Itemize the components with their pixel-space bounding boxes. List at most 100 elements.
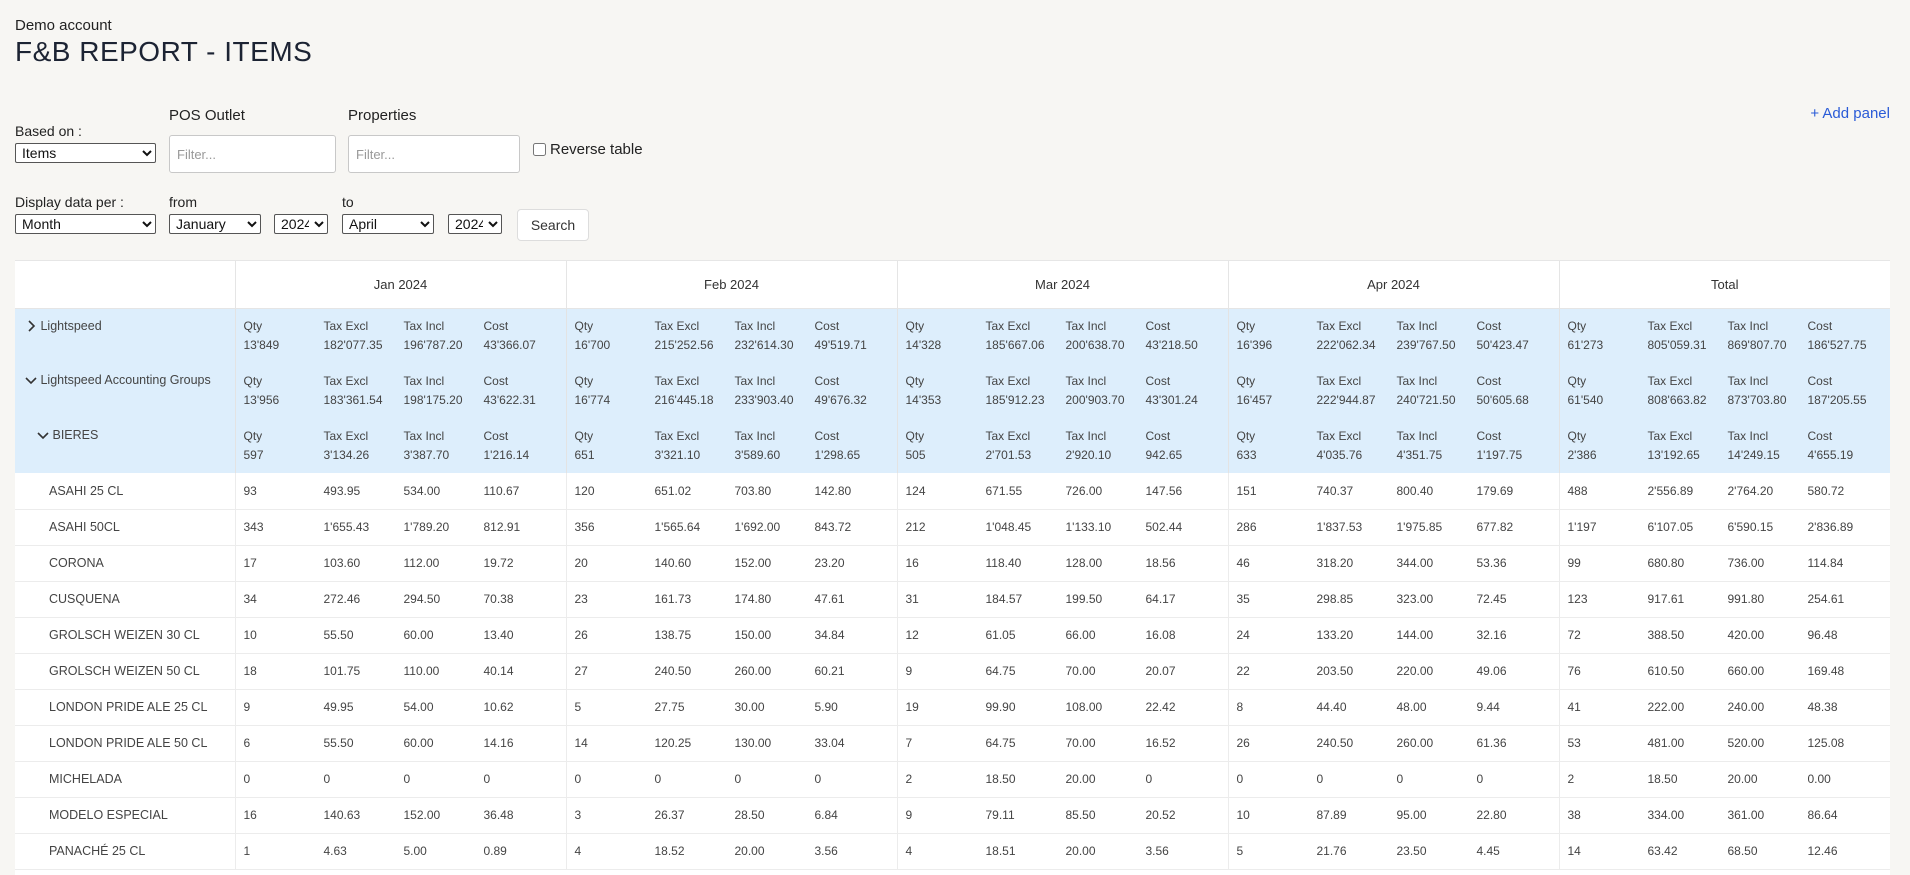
metric-value: 334.00 <box>1647 808 1685 822</box>
item-label: MICHELADA <box>15 761 235 798</box>
metric-label: Qty <box>1567 428 1587 443</box>
pos-outlet-filter-input[interactable] <box>169 135 336 173</box>
reverse-table-toggle[interactable]: Reverse table <box>533 141 643 158</box>
metric-value: 808'663.82 <box>1647 392 1707 407</box>
metric-label: Qty <box>905 428 925 443</box>
metric-value: 64.75 <box>985 736 1016 750</box>
item-label: CORONA <box>15 545 235 582</box>
group-row[interactable]: Lightspeed Accounting Groups Qty Tax Excl T… <box>15 363 1890 418</box>
table-row[interactable]: CUSQUENA 34 272.46 294.50 70.38 23 161.73 174.8… <box>15 581 1890 618</box>
item-period-cell: 356 1'565.64 1'692.00 843.72 <box>565 509 897 546</box>
metric-value: 87.89 <box>1316 808 1347 822</box>
item-period-cell: 5 21.76 23.50 4.45 <box>1227 833 1559 870</box>
properties-filter-input[interactable] <box>348 135 520 173</box>
metric-value: 28.50 <box>734 808 765 822</box>
metric-value: 344.00 <box>1396 556 1434 570</box>
metric-value: 147.56 <box>1145 483 1183 498</box>
metric-label: Qty <box>574 428 594 443</box>
chevron-right-icon[interactable] <box>25 319 37 333</box>
metric-value: 6'590.15 <box>1727 520 1774 534</box>
metric-value: 99.90 <box>985 700 1016 714</box>
metric-value: 800.40 <box>1396 483 1434 498</box>
metric-value: 41 <box>1567 700 1581 714</box>
metric-value: 49'676.32 <box>814 392 867 407</box>
table-row[interactable]: ASAHI 25 CL 93 493.95 534.00 110.67 120 651.02… <box>15 473 1890 510</box>
metric-value: 3'134.26 <box>323 447 370 462</box>
from-label: from <box>169 194 197 210</box>
chevron-down-icon[interactable] <box>37 428 49 442</box>
metric-label: Tax Incl <box>403 373 445 388</box>
table-row[interactable]: MODELO ESPECIAL 16 140.63 152.00 36.48 3 26.37… <box>15 797 1890 834</box>
period-header: Jan 2024 <box>234 261 566 309</box>
metric-value: 49'519.71 <box>814 337 867 352</box>
item-period-cell: 151 740.37 800.40 179.69 <box>1227 473 1559 510</box>
group-row[interactable]: Lightspeed Qty Tax Excl Tax Incl Cost 13'849 1… <box>15 308 1890 363</box>
table-row[interactable]: LONDON PRIDE ALE 25 CL 9 49.95 54.00 10.62 5 2… <box>15 689 1890 726</box>
item-period-cell: 99 680.80 736.00 114.84 <box>1558 545 1890 582</box>
group-row-label-cell[interactable]: Lightspeed Accounting Groups <box>15 363 235 418</box>
metric-value: 843.72 <box>814 520 852 534</box>
metric-value: 18 <box>243 664 257 678</box>
item-label: ASAHI 25 CL <box>15 473 235 510</box>
metric-value: 212 <box>905 520 926 534</box>
item-period-cell: 9 49.95 54.00 10.62 <box>234 689 566 726</box>
metric-value: 20.07 <box>1145 664 1176 678</box>
item-period-cell: 19 99.90 108.00 22.42 <box>896 689 1228 726</box>
from-year-select[interactable]: 2024 <box>274 214 328 234</box>
metric-value: 14'249.15 <box>1727 447 1780 462</box>
metric-value: 196'787.20 <box>403 337 463 352</box>
metric-value: 1'133.10 <box>1065 520 1112 534</box>
table-row[interactable]: LONDON PRIDE ALE 50 CL 6 55.50 60.00 14.16 14… <box>15 725 1890 762</box>
table-row[interactable]: PANACHÉ 25 CL 1 4.63 5.00 0.89 4 18.52 20.00 3.5… <box>15 833 1890 870</box>
metric-value: 93 <box>243 483 257 498</box>
metric-label: Tax Incl <box>403 428 445 443</box>
table-row[interactable]: ASAHI 50CL 343 1'655.43 1'789.20 812.91 356 1'… <box>15 509 1890 546</box>
metric-label: Tax Excl <box>1316 318 1362 333</box>
metric-value: 4.45 <box>1476 844 1500 858</box>
display-per-select[interactable]: Month <box>15 214 156 234</box>
table-row[interactable]: CORONA 17 103.60 112.00 19.72 20 140.60 152.00 2… <box>15 545 1890 582</box>
metric-value: 3 <box>574 808 582 822</box>
metric-value: 179.69 <box>1476 483 1514 498</box>
metric-value: 1'565.64 <box>654 520 701 534</box>
from-month-select[interactable]: January <box>169 214 261 234</box>
to-month-select[interactable]: April <box>342 214 434 234</box>
based-on-select[interactable]: Items <box>15 143 156 163</box>
metric-value: 68.50 <box>1727 844 1758 858</box>
item-label: PANACHÉ 25 CL <box>15 833 235 870</box>
metric-value: 64.75 <box>985 664 1016 678</box>
item-period-cell: 46 318.20 344.00 53.36 <box>1227 545 1559 582</box>
metric-value: 3.56 <box>814 844 838 858</box>
metric-label: Tax Incl <box>1065 318 1107 333</box>
item-period-cell: 31 184.57 199.50 64.17 <box>896 581 1228 618</box>
metric-label: Tax Excl <box>1647 373 1693 388</box>
metric-value: 151 <box>1236 483 1257 498</box>
metric-value: 520.00 <box>1727 736 1765 750</box>
report-table-container[interactable]: Jan 2024 Feb 2024 Mar 2024 Apr 2024 Tota… <box>15 260 1890 875</box>
add-panel-link[interactable]: + Add panel <box>1810 105 1890 122</box>
item-period-cell: 38 334.00 361.00 86.64 <box>1558 797 1890 834</box>
group-row[interactable]: BIERES Qty Tax Excl Tax Incl Cost 597 3'134.26… <box>15 418 1890 473</box>
group-row-label-cell[interactable]: BIERES <box>15 418 235 473</box>
metric-value: 260.00 <box>734 664 772 678</box>
properties-label: Properties <box>348 107 417 124</box>
table-row[interactable]: MICHELADA 0 0 0 0 0 0 0 0 2 18.50 20.00 0 0 0 0 0 2 18.50 2… <box>15 761 1890 798</box>
metric-value: 118.40 <box>985 556 1022 570</box>
metric-value: 1 <box>243 844 251 858</box>
to-year-select[interactable]: 2024 <box>448 214 502 234</box>
table-row[interactable]: GROLSCH WEIZEN 30 CL 10 55.50 60.00 13.40 26 1… <box>15 617 1890 654</box>
metric-value: 22.80 <box>1476 808 1507 822</box>
item-period-cell: 93 493.95 534.00 110.67 <box>234 473 566 510</box>
group-row-label-cell[interactable]: Lightspeed <box>15 308 235 363</box>
item-period-cell: 212 1'048.45 1'133.10 502.44 <box>896 509 1228 546</box>
metric-value: 323.00 <box>1396 592 1434 606</box>
reverse-table-checkbox[interactable] <box>533 143 546 156</box>
metric-value: 20.00 <box>1065 772 1096 786</box>
metric-value: 182'077.35 <box>323 337 383 352</box>
chevron-down-icon[interactable] <box>25 373 37 387</box>
metric-label: Cost <box>1807 373 1833 388</box>
table-row[interactable]: GROLSCH WEIZEN 50 CL 18 101.75 110.00 40.14 2… <box>15 653 1890 690</box>
item-period-cell: 34 272.46 294.50 70.38 <box>234 581 566 618</box>
metric-value: 0 <box>1145 772 1153 786</box>
search-button[interactable]: Search <box>517 209 589 241</box>
